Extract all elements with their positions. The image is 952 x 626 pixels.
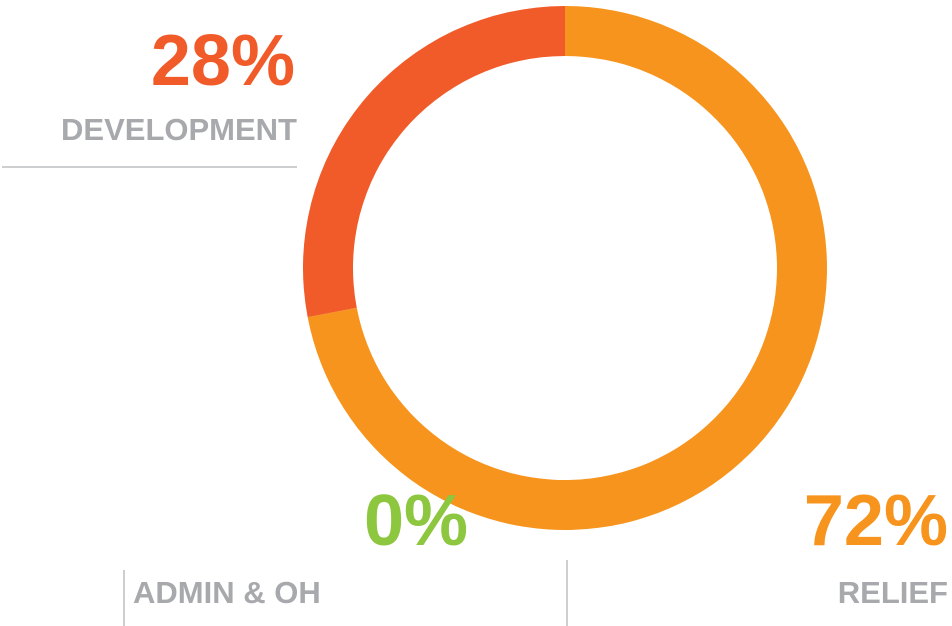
category-label: ADMIN & OH: [133, 575, 321, 610]
value-label: 28%: [151, 21, 295, 101]
value-label: 0%: [364, 481, 468, 561]
category-label: RELIEF: [838, 575, 948, 610]
donut-slice: [303, 6, 565, 318]
value-label: 72%: [804, 481, 948, 561]
category-label: DEVELOPMENT: [61, 112, 297, 147]
